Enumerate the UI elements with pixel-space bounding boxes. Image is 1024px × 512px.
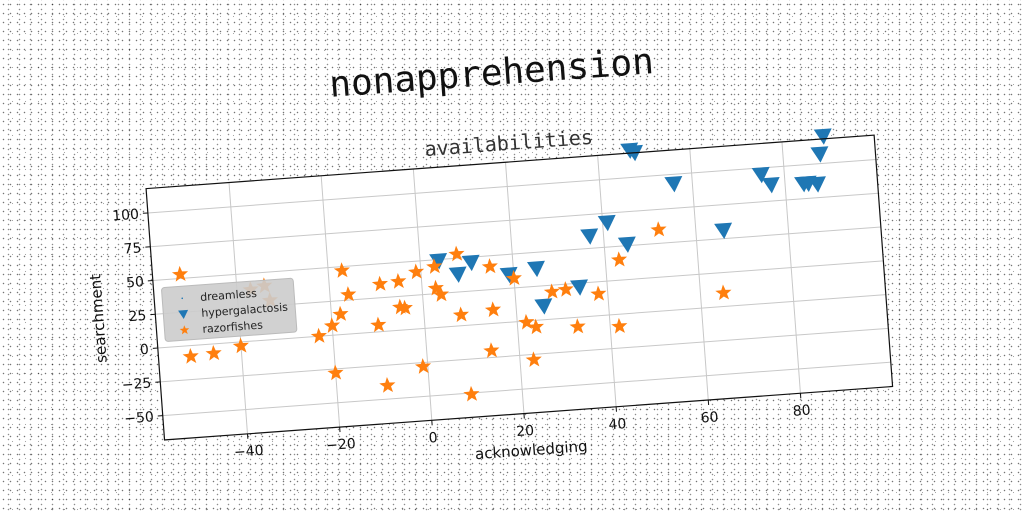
- hypergalactosis-point: [664, 175, 683, 193]
- razorfishes-point: [569, 318, 586, 334]
- razorfishes-point: [557, 281, 574, 297]
- x-tick-label: 80: [792, 403, 811, 420]
- hypergalactosis-point: [461, 254, 480, 272]
- razorfishes-point: [332, 305, 349, 322]
- razorfishes-point: [414, 358, 432, 374]
- razorfishes-point: [232, 337, 249, 354]
- razorfishes-point: [505, 269, 522, 286]
- legend-marker-razorfishes: [179, 325, 190, 335]
- hypergalactosis-point: [580, 228, 599, 245]
- x-tick-label: −40: [233, 443, 264, 461]
- legend-box: [161, 277, 298, 342]
- razorfishes-point: [432, 286, 449, 302]
- y-tick-label: −50: [124, 409, 155, 427]
- razorfishes-point: [543, 283, 560, 300]
- hypergalactosis-point: [570, 279, 588, 296]
- razorfishes-point: [484, 301, 502, 318]
- x-tick-label: 40: [608, 416, 627, 433]
- y-tick-label: 75: [123, 240, 142, 257]
- figure-title: nonapprehension: [328, 41, 655, 106]
- hypergalactosis-point: [499, 266, 518, 284]
- x-tick-label: 60: [700, 409, 719, 426]
- hypergalactosis-point: [761, 176, 780, 194]
- razorfishes-point: [390, 273, 407, 289]
- data-marks: [171, 128, 832, 402]
- y-axis-label: searchment: [86, 273, 110, 363]
- razorfishes-point: [310, 327, 327, 344]
- razorfishes-point: [611, 317, 628, 334]
- y-gridline: [150, 192, 879, 248]
- razorfishes-point: [525, 351, 542, 368]
- razorfishes-point: [371, 275, 388, 292]
- x-tick-label: 0: [428, 430, 438, 447]
- y-tick-label: 100: [112, 207, 140, 225]
- razorfishes-point: [327, 364, 344, 381]
- razorfishes-point: [370, 316, 387, 333]
- razorfishes-point: [483, 342, 500, 358]
- legend-label: hypergalactosis: [201, 301, 289, 320]
- hypergalactosis-point: [526, 260, 545, 278]
- chart-title: availabilities: [424, 125, 594, 161]
- razorfishes-point: [452, 306, 469, 323]
- hypergalactosis-point: [813, 128, 832, 145]
- plot-frame: [145, 134, 894, 441]
- razorfishes-point: [610, 251, 628, 268]
- hypergalactosis-point: [597, 214, 616, 232]
- razorfishes-point: [205, 344, 222, 361]
- razorfishes-point: [408, 263, 425, 280]
- y-tick-label: 50: [126, 274, 145, 291]
- razorfishes-point: [396, 299, 413, 316]
- razorfishes-point: [527, 318, 544, 335]
- razorfishes-point: [379, 377, 396, 393]
- legend-label: razorfishes: [202, 318, 263, 335]
- legend-label: dreamless: [200, 287, 258, 304]
- x-axis-label: acknowledging: [474, 437, 588, 463]
- razorfishes-point: [323, 317, 341, 333]
- razorfishes-point: [650, 221, 667, 237]
- hypergalactosis-point: [429, 253, 448, 270]
- razorfishes-point: [715, 284, 732, 301]
- razorfishes-point: [182, 348, 199, 364]
- razorfishes-point: [340, 286, 357, 302]
- razorfishes-point: [448, 245, 465, 262]
- y-gridline: [160, 327, 889, 383]
- razorfishes-point: [463, 385, 480, 402]
- razorfishes-point: [590, 285, 607, 302]
- hypergalactosis-point: [807, 176, 826, 193]
- hypergalactosis-point: [751, 166, 770, 184]
- hypergalactosis-point: [810, 146, 829, 163]
- plot-area: −40 −20 0 20 40 60 80 −50 −25 0 25 50 75 100 availab…: [86, 125, 894, 463]
- x-tick-label: 20: [516, 423, 535, 440]
- y-gridline: [152, 226, 881, 281]
- legend-marker-hypergalactosis: [178, 309, 189, 319]
- razorfishes-point: [333, 262, 350, 278]
- hypergalactosis-point: [448, 266, 467, 283]
- y-tick-label: 0: [139, 342, 149, 359]
- y-axis-ticks: −50 −25 0 25 50 75 100: [112, 207, 163, 427]
- razorfishes-point: [481, 258, 498, 274]
- y-tick-label: −25: [121, 376, 152, 394]
- legend-marker-dreamless: [181, 297, 184, 300]
- x-tick-label: −20: [326, 436, 357, 454]
- hypergalactosis-point: [617, 236, 636, 253]
- x-axis-ticks: −40 −20 0 20 40 60 80: [233, 393, 811, 461]
- y-tick-label: 25: [128, 308, 147, 325]
- y-gridline: [162, 361, 891, 417]
- hypergalactosis-point: [534, 298, 553, 315]
- razorfishes-point: [426, 258, 443, 274]
- razorfishes-point: [171, 265, 189, 282]
- hypergalactosis-point: [714, 222, 733, 239]
